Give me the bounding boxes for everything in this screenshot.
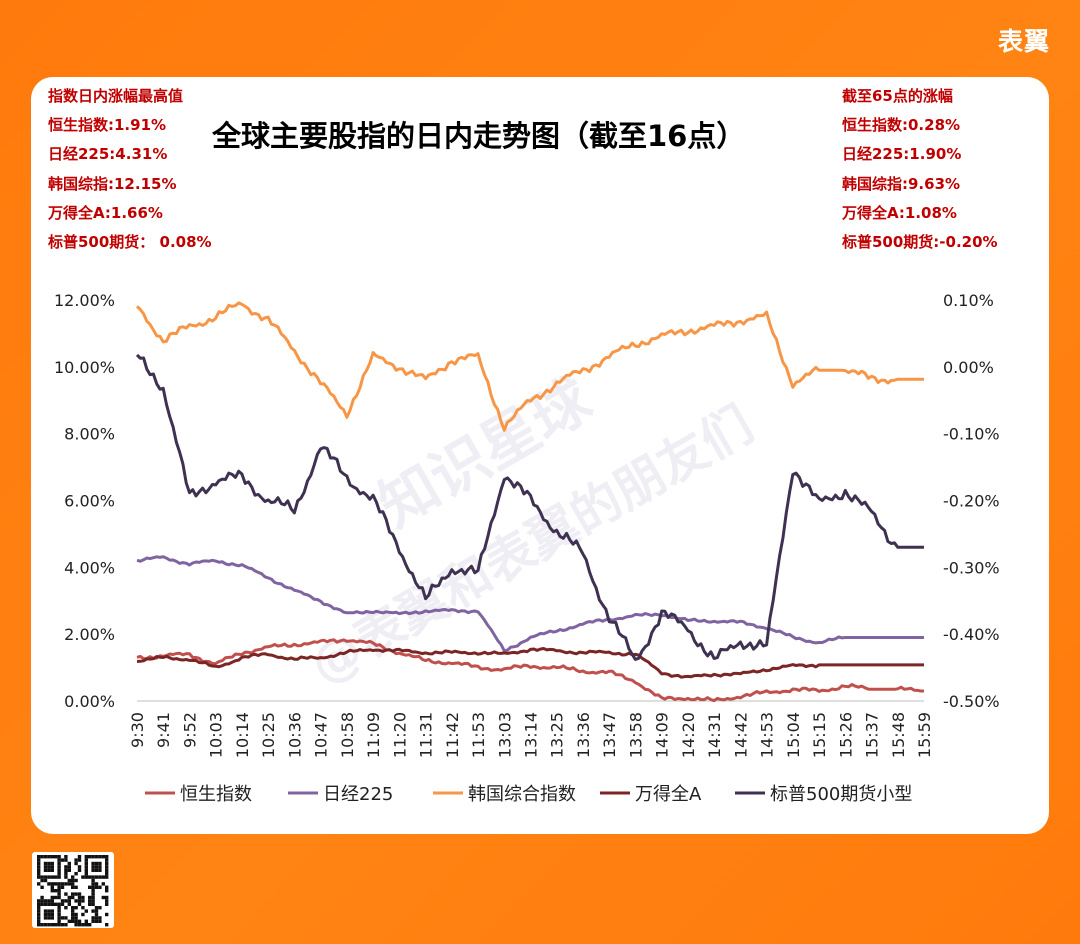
x-tick-label: 9:30 [128, 712, 147, 748]
chart-title: 全球主要股指的日内走势图（截至16点） [212, 119, 746, 153]
max-gain-kospi: 韩国综指:12.15% [48, 174, 177, 193]
qr-code-icon [32, 852, 114, 928]
x-tick-label: 14:31 [705, 712, 724, 758]
x-tick-label: 14:53 [758, 712, 777, 758]
y-right-tick-label: 0.10% [943, 291, 994, 310]
x-tick-label: 15:59 [915, 712, 934, 758]
current-gain-wind: 万得全A:1.08% [842, 203, 957, 222]
x-tick-label: 14:42 [731, 712, 750, 758]
current-gain-notes-title: 截至65点的涨幅 [842, 87, 953, 105]
y-left-tick-label: 8.00% [64, 425, 115, 444]
legend-label: 日经225 [323, 784, 393, 805]
x-tick-label: 13:25 [548, 712, 567, 758]
x-tick-label: 15:37 [863, 712, 882, 758]
current-gain-nikkei: 日经225:1.90% [842, 145, 962, 164]
max-gain-nikkei: 日经225:4.31% [48, 145, 168, 164]
max-gain-sp500: 标普500期货： 0.08% [48, 232, 212, 251]
current-gain-sp500: 标普500期货:-0.20% [842, 232, 998, 251]
x-tick-label: 11:53 [469, 712, 488, 758]
x-tick-label: 11:09 [364, 712, 383, 758]
chart-card [31, 77, 1049, 834]
series-line-2 [136, 555, 924, 653]
max-gain-wind: 万得全A:1.66% [48, 203, 163, 222]
y-right-tick-label: -0.40% [943, 625, 1000, 644]
legend-label: 韩国综合指数 [468, 784, 576, 805]
series-line-3 [135, 301, 924, 432]
y-right-tick-label: -0.10% [943, 425, 1000, 444]
y-left-tick-label: 0.00% [64, 692, 115, 711]
x-tick-label: 9:52 [180, 712, 199, 748]
max-gain-notes: 指数日内涨幅最高值 恒生指数:1.91% 日经225:4.31% 韩国综指:12… [48, 85, 212, 260]
x-tick-label: 15:48 [889, 712, 908, 758]
x-tick-label: 11:20 [390, 712, 409, 758]
x-tick-label: 10:25 [259, 712, 278, 758]
max-gain-hangseng: 恒生指数:1.91% [48, 116, 167, 135]
current-gain-hangseng: 恒生指数:0.28% [842, 116, 961, 135]
y-right-tick-label: -0.50% [943, 692, 1000, 711]
y-right-tick-label: -0.30% [943, 558, 1000, 577]
brand-logo: 表翼 [997, 27, 1050, 56]
series-line-1 [136, 638, 924, 703]
legend-label: 万得全A [635, 784, 702, 805]
y-left-tick-label: 2.00% [64, 625, 115, 644]
x-tick-label: 10:36 [285, 712, 304, 758]
series-line-4 [136, 647, 924, 679]
x-tick-label: 9:41 [154, 712, 173, 748]
x-tick-label: 14:09 [653, 712, 672, 758]
x-tick-label: 10:47 [312, 712, 331, 758]
x-tick-label: 15:15 [810, 712, 829, 758]
x-tick-label: 14:20 [679, 712, 698, 758]
x-tick-label: 13:36 [574, 712, 593, 758]
y-right-tick-label: -0.20% [943, 492, 1000, 511]
y-left-tick-label: 10.00% [54, 358, 115, 377]
x-tick-label: 13:47 [600, 712, 619, 758]
y-right-tick-label: 0.00% [943, 358, 994, 377]
legend-label: 恒生指数 [180, 784, 252, 805]
current-gain-notes: 截至65点的涨幅 恒生指数:0.28% 日经225:1.90% 韩国综指:9.6… [842, 85, 998, 260]
x-tick-label: 11:42 [443, 712, 462, 758]
current-gain-kospi: 韩国综指:9.63% [842, 174, 961, 193]
x-tick-label: 10:58 [338, 712, 357, 758]
y-left-tick-label: 4.00% [64, 558, 115, 577]
x-tick-label: 10:14 [233, 712, 252, 758]
x-tick-label: 11:31 [417, 712, 436, 758]
x-tick-label: 15:26 [836, 712, 855, 758]
x-tick-label: 13:58 [626, 712, 645, 758]
x-tick-label: 10:03 [207, 712, 226, 758]
x-tick-label: 15:04 [784, 712, 803, 758]
series-line-5 [135, 353, 924, 661]
x-tick-label: 13:14 [522, 712, 541, 758]
y-left-tick-label: 12.00% [54, 291, 115, 310]
x-tick-label: 13:03 [495, 712, 514, 758]
legend-label: 标普500期货小型 [770, 784, 912, 805]
y-left-tick-label: 6.00% [64, 492, 115, 511]
max-gain-notes-title: 指数日内涨幅最高值 [48, 87, 184, 105]
